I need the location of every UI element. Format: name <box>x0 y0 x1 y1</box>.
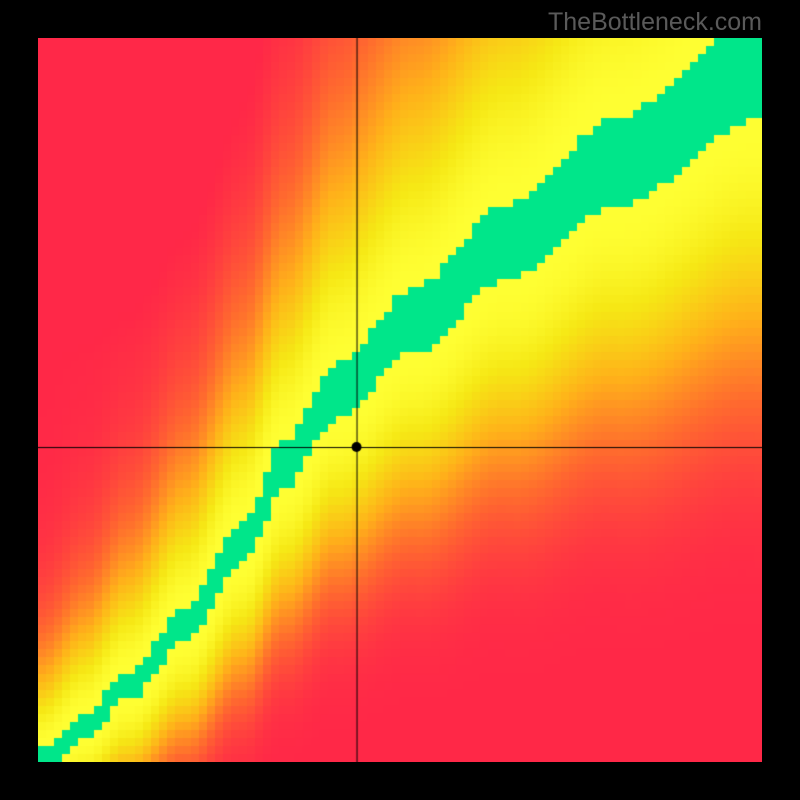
crosshair-overlay <box>38 38 762 762</box>
watermark-text: TheBottleneck.com <box>548 8 762 37</box>
chart-container: TheBottleneck.com <box>0 0 800 800</box>
